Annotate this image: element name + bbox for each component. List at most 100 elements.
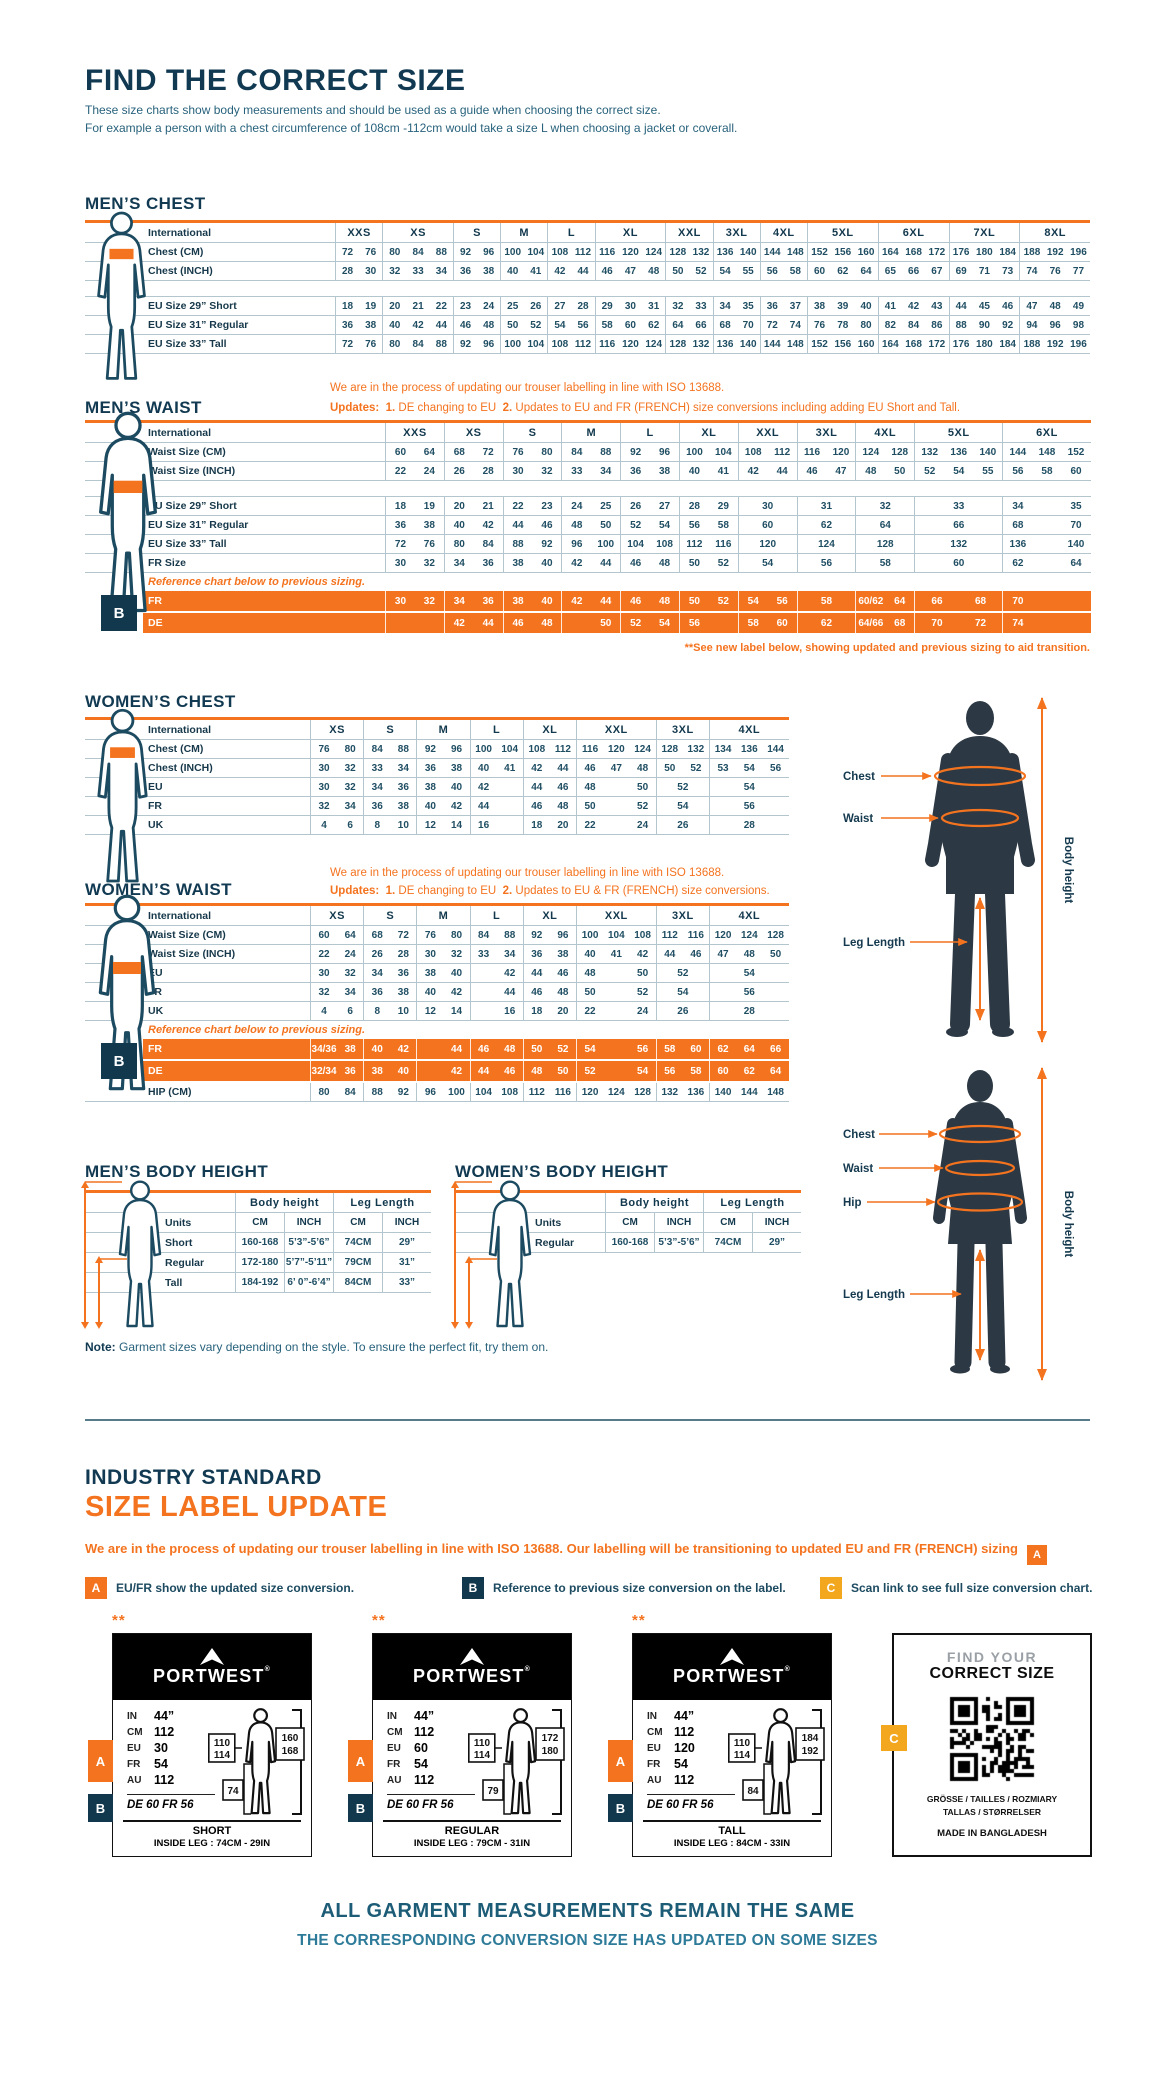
size-group: 5XL xyxy=(806,223,878,242)
size-cell: 42 xyxy=(412,319,424,331)
row-label: Regular xyxy=(165,1256,205,1269)
size-group: 46 48 xyxy=(620,554,679,572)
size-group: 65 66 67 xyxy=(877,262,949,280)
row-label: Chest (INCH) xyxy=(148,762,213,774)
inside-leg-text: INSIDE LEG : 74CM - 29IN xyxy=(153,1838,271,1849)
row-label: EU Size 31” Regular xyxy=(148,519,249,531)
row-label: FR Size xyxy=(148,557,186,569)
size-spec-list: IN 44” CM 112 EU 30 FR 54 AU 112 xyxy=(127,1708,174,1788)
size-group: L xyxy=(620,423,679,442)
row-label: Chest (CM) xyxy=(148,743,204,755)
waist-label: Waist xyxy=(843,1163,873,1175)
size-cell: 60 xyxy=(776,617,788,629)
size-cell: 84CM xyxy=(344,1277,372,1288)
size-group: 4XL xyxy=(708,906,789,925)
size-cell: 35 xyxy=(1070,500,1082,512)
size-cell: 34/36 xyxy=(311,1043,337,1055)
size-cell: 40 xyxy=(453,519,465,531)
size-group: 34 35 xyxy=(1002,497,1090,515)
size-group: 176 180 184 xyxy=(948,335,1020,353)
size-cell: 148 xyxy=(787,338,804,350)
size-cell: 84 xyxy=(344,1086,356,1098)
size-cell: 46 xyxy=(630,595,642,607)
size-cell: 84 xyxy=(482,538,494,550)
size-group: 42 xyxy=(416,1061,469,1081)
size-cell: 72 xyxy=(394,538,407,550)
size-group: 26 28 xyxy=(363,945,416,963)
size-cell: 32 xyxy=(879,500,891,512)
size-group: 80 84 xyxy=(310,1083,363,1101)
chest-label: Chest xyxy=(843,1129,875,1141)
size-cell: XXS xyxy=(347,226,371,239)
size-cell: 70 xyxy=(742,319,754,331)
size-label-card-regular: PORTWEST® IN 44” CM 112 EU 60 FR 54 AU 112 DE 60 FR… xyxy=(348,1633,572,1857)
size-group: 46 48 xyxy=(502,613,562,633)
svg-text:110: 110 xyxy=(474,1738,491,1749)
size-group: 54 xyxy=(655,983,709,1001)
size-cell: 56 xyxy=(1012,465,1024,477)
size-cell: 41 xyxy=(530,265,542,277)
size-group: 76 80 xyxy=(502,443,562,461)
size-group: 92 96 xyxy=(522,926,576,944)
size-cell: 60 xyxy=(690,1043,702,1055)
size-group: 120 xyxy=(737,535,797,553)
size-cell: 100 xyxy=(504,246,522,258)
size-cell: 52 xyxy=(557,1043,569,1055)
size-group: 34/36 38 xyxy=(310,1039,363,1059)
size-cell: 46 xyxy=(459,319,472,331)
size-group: 44 45 46 xyxy=(948,297,1020,315)
size-cell: 188 xyxy=(1023,246,1041,258)
size-cell: 128 xyxy=(661,743,679,755)
size-group: S xyxy=(363,906,416,925)
size-group: 172-180 5’7”-5’11” xyxy=(235,1253,333,1272)
badge-a-inline: A xyxy=(1026,1545,1047,1565)
badge-a: A xyxy=(348,1740,373,1782)
size-cell: 52 xyxy=(924,465,936,477)
size-cell: 48 xyxy=(648,265,660,277)
size-cell: 116 xyxy=(803,446,821,458)
size-group: 96 100 xyxy=(561,535,620,553)
size-cell: 41 xyxy=(610,948,622,960)
size-group: 58 xyxy=(855,554,914,572)
size-group: XL xyxy=(522,720,576,739)
size-group: 50 52 xyxy=(665,262,712,280)
previous-size-line: DE 60 FR 56 xyxy=(647,1794,735,1811)
size-cell: 48 xyxy=(584,781,596,793)
size-cell: 46 xyxy=(584,762,596,774)
size-cell: 55 xyxy=(742,265,754,277)
size-cell: 152 xyxy=(811,338,828,350)
table-row: FR 32 34 36 38 40 42 44 46 48 50 52 54 56 xyxy=(85,797,789,816)
size-cell: 64 xyxy=(423,446,435,458)
size-group: Leg Length xyxy=(333,1193,431,1212)
size-group: L xyxy=(469,906,523,925)
size-cell: 34 xyxy=(371,781,383,793)
size-cell: 100 xyxy=(686,446,703,458)
portwest-diamond-icon xyxy=(200,1647,224,1665)
size-cell: 27 xyxy=(554,300,566,312)
size-cell xyxy=(1032,591,1061,611)
size-cell: 36 xyxy=(394,519,407,531)
size-group: 32 34 xyxy=(310,983,363,1001)
size-cell: 58 xyxy=(747,617,759,629)
size-group: 42 44 xyxy=(561,591,620,611)
size-cell: 28 xyxy=(743,819,755,831)
size-cell xyxy=(471,1002,497,1020)
svg-text:84: 84 xyxy=(747,1786,759,1797)
size-group: 79CM 31” xyxy=(333,1253,431,1272)
size-group: 92 96 xyxy=(416,740,469,758)
portwest-logo: PORTWEST® xyxy=(113,1634,311,1700)
size-group: 144 148 152 xyxy=(1002,443,1090,461)
size-group: 92 96 xyxy=(620,443,679,461)
size-cell xyxy=(603,1002,629,1020)
size-cell xyxy=(1032,613,1061,633)
size-cell: 54 xyxy=(743,967,755,979)
size-cell xyxy=(497,778,523,796)
size-cell: 54 xyxy=(762,557,774,569)
size-group: 88 92 xyxy=(363,1083,416,1101)
size-cell: 52 xyxy=(584,1065,596,1077)
size-cell: 4XL xyxy=(738,723,761,736)
size-cell: 22 xyxy=(584,819,596,831)
size-spec-row: FR 54 xyxy=(127,1757,168,1771)
size-cell: 44 xyxy=(776,465,788,477)
